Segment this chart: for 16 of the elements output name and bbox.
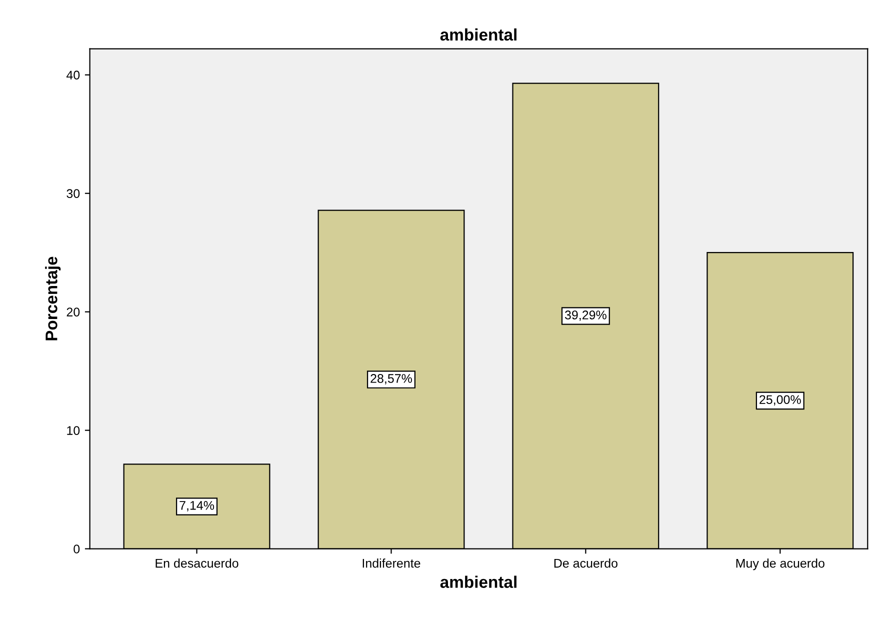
chart-title: ambiental bbox=[440, 28, 516, 41]
x-tick-label: En desacuerdo bbox=[156, 558, 238, 568]
y-axis-title: Porcentaje bbox=[45, 256, 61, 340]
y-tick-label: 10 bbox=[67, 426, 80, 435]
data-label: 25,00% bbox=[760, 395, 801, 406]
x-tick-label: Muy de acuerdo bbox=[736, 558, 824, 570]
y-tick-label: 0 bbox=[74, 544, 80, 554]
x-tick-label: De acuerdo bbox=[554, 558, 618, 568]
y-tick-label: 40 bbox=[66, 70, 80, 80]
x-tick-label: Indiferente bbox=[362, 558, 420, 568]
data-label: 28,57% bbox=[370, 374, 412, 384]
data-label: 39,29% bbox=[564, 310, 606, 321]
y-tick-label: 30 bbox=[66, 189, 80, 198]
data-label: 7,14% bbox=[180, 501, 214, 512]
y-tick-label: 20 bbox=[66, 308, 80, 316]
x-axis-title: ambiental bbox=[440, 576, 516, 588]
